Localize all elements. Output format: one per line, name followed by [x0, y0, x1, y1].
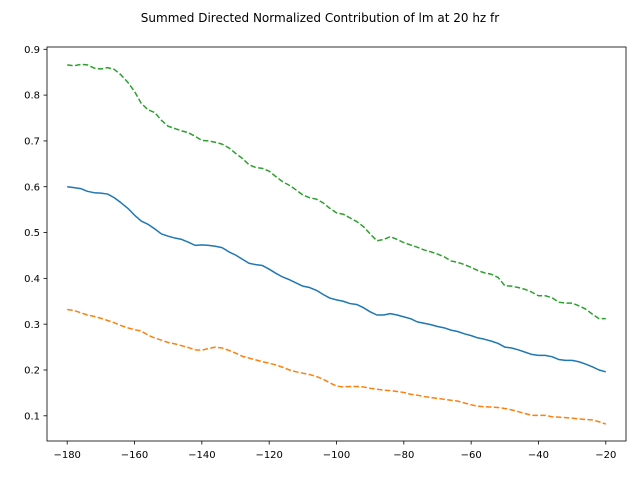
y-tick-label: 0.3: [24, 320, 40, 331]
x-tick-label: −160: [121, 450, 148, 461]
y-tick-label: 0.2: [24, 366, 40, 377]
x-tick-label: −120: [255, 450, 282, 461]
x-tick-label: −20: [595, 450, 616, 461]
series-layer: [67, 63, 607, 425]
y-tick-label: 0.4: [24, 274, 40, 285]
series-line-1: [67, 185, 606, 373]
y-axis: 0.1 0.2 0.3 0.4 0.5 0.6 0.7 0.8 0.9: [24, 45, 47, 422]
series-line-2: [67, 308, 607, 425]
x-axis: −180 −160 −140 −120 −100 −80 −60 −40 −20: [53, 441, 616, 461]
y-tick-label: 0.9: [24, 45, 40, 56]
y-tick-label: 0.8: [24, 91, 40, 102]
y-tick-label: 0.5: [24, 228, 40, 239]
x-tick-label: −60: [461, 450, 482, 461]
series-line-3: [67, 63, 606, 320]
x-tick-label: −140: [188, 450, 215, 461]
x-tick-label: −100: [323, 450, 350, 461]
x-tick-label: −40: [528, 450, 549, 461]
x-tick-label: −80: [393, 450, 414, 461]
y-tick-label: 0.7: [24, 137, 40, 148]
x-tick-label: −180: [53, 450, 80, 461]
chart-title: Summed Directed Normalized Contribution …: [141, 11, 499, 25]
y-tick-label: 0.6: [24, 182, 40, 193]
y-tick-label: 0.1: [24, 411, 40, 422]
